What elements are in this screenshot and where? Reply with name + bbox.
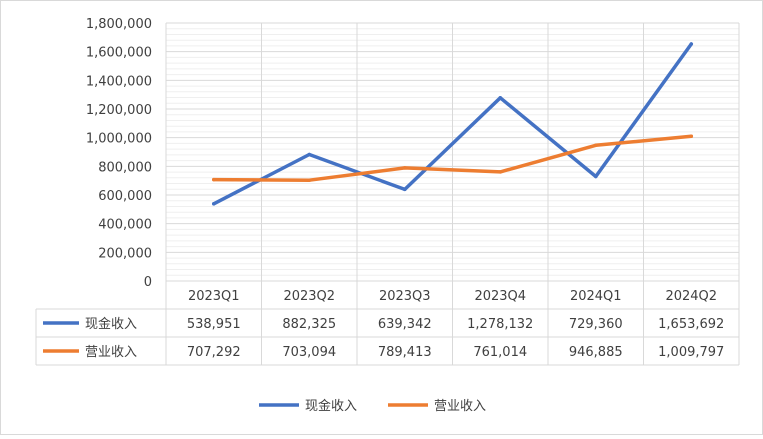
data-point xyxy=(212,177,216,182)
data-point xyxy=(307,152,311,157)
table-cell-value: 1,009,797 xyxy=(658,345,724,360)
y-tick-label: 0 xyxy=(144,275,152,290)
gridlines xyxy=(165,22,740,282)
y-tick-label: 1,400,000 xyxy=(86,74,152,89)
table-cell-value: 639,342 xyxy=(378,317,432,332)
series-line xyxy=(212,42,694,206)
y-tick-label: 1,000,000 xyxy=(86,132,152,147)
data-point xyxy=(403,187,407,192)
series-lines xyxy=(212,42,694,206)
data-point xyxy=(498,96,502,100)
table-cell-value: 789,413 xyxy=(378,345,432,360)
data-point xyxy=(689,42,693,46)
x-tick-label: 2024Q1 xyxy=(570,289,622,304)
data-point xyxy=(307,178,311,182)
legend: 现金收入 营业收入 xyxy=(259,398,486,414)
x-tick-label: 2023Q4 xyxy=(474,289,526,304)
y-tick-label: 1,200,000 xyxy=(86,103,152,118)
x-tick-label: 2023Q1 xyxy=(188,289,240,304)
y-axis: 0 200,000 400,000 600,000 800,000 1,000,000 1,… xyxy=(86,17,152,290)
table-cell-value: 538,951 xyxy=(187,317,241,332)
table-cell-value: 703,094 xyxy=(282,345,336,360)
data-point xyxy=(403,166,407,170)
data-point xyxy=(689,134,693,139)
legend-label: 营业收入 xyxy=(434,399,486,414)
y-tick-label: 600,000 xyxy=(98,189,152,204)
data-point xyxy=(212,202,216,206)
table-cell-value: 946,885 xyxy=(569,345,623,360)
y-tick-label: 800,000 xyxy=(98,160,152,175)
table-series-name: 现金收入 xyxy=(85,316,137,332)
legend-label: 现金收入 xyxy=(305,398,357,414)
y-tick-label: 1,800,000 xyxy=(86,17,152,32)
table-cell-value: 1,653,692 xyxy=(658,317,724,332)
y-tick-label: 1,600,000 xyxy=(86,46,152,61)
y-tick-label: 200,000 xyxy=(98,246,152,261)
x-tick-label: 2024Q2 xyxy=(665,289,717,304)
data-point xyxy=(498,170,502,174)
x-tick-label: 2023Q2 xyxy=(283,289,335,304)
table-cell-value: 1,278,132 xyxy=(467,317,533,332)
table-cell-value: 707,292 xyxy=(187,345,241,360)
data-table: 2023Q1 2023Q2 2023Q3 2023Q4 2024Q1 2024Q2 现金收入… xyxy=(35,280,740,366)
y-tick-label: 400,000 xyxy=(98,218,152,233)
table-cell-value: 882,325 xyxy=(282,317,336,332)
data-point xyxy=(594,174,598,179)
table-cell-value: 729,360 xyxy=(569,317,623,332)
series-line xyxy=(212,134,694,182)
table-series-name: 营业收入 xyxy=(85,345,137,360)
x-tick-label: 2023Q3 xyxy=(379,289,431,304)
data-point xyxy=(594,143,598,148)
table-cell-value: 761,014 xyxy=(473,345,527,360)
